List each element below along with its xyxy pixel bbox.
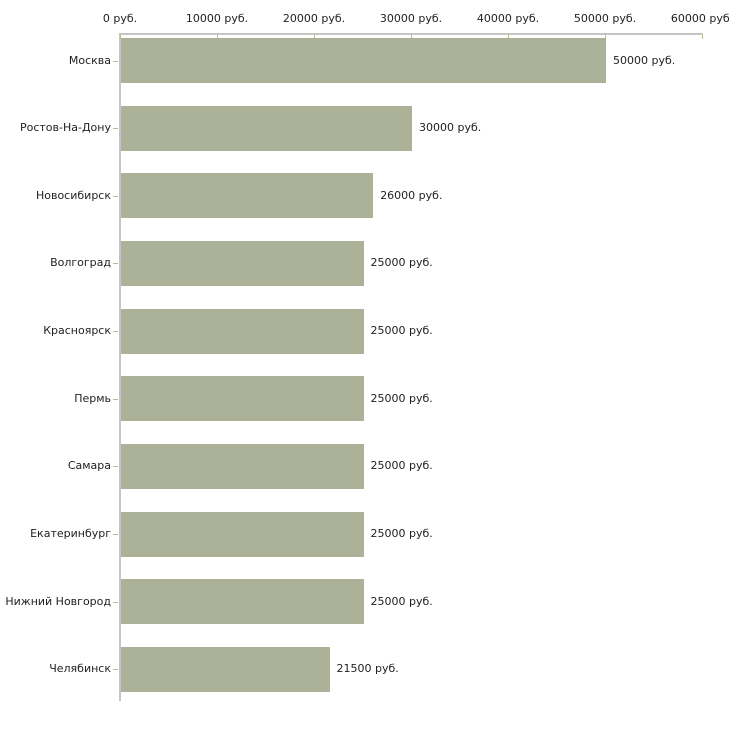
category-label: Нижний Новгород [5,594,111,608]
bar [121,38,606,83]
x-axis-tick-label: 60000 руб. [670,12,730,25]
value-label: 25000 руб. [370,459,433,473]
bar [121,443,364,489]
category-label: Челябинск [49,662,111,676]
y-axis-tick-mark [113,399,118,400]
value-label: 21500 руб. [336,662,399,676]
x-axis-tick-mark [217,35,218,39]
y-axis-line [119,33,121,701]
category-label: Волгоград [50,256,111,270]
value-label: 26000 руб. [380,188,443,202]
y-axis-tick-mark [113,534,118,535]
y-axis-tick-mark [113,128,118,129]
category-label: Ростов-На-Дону [19,121,111,135]
x-axis-tick-label: 30000 руб. [379,12,443,25]
y-axis-tick-mark [113,263,118,264]
x-axis-tick-mark [411,35,412,39]
x-axis-tick-label: 20000 руб. [282,12,346,25]
x-axis-tick-label: 40000 руб. [476,12,540,25]
x-axis-tick-mark [702,35,703,39]
category-label: Москва [68,53,111,67]
bar [121,511,364,557]
y-axis-tick-mark [113,466,118,467]
category-label: Пермь [74,391,111,405]
x-axis-tick-mark [508,35,509,39]
bar [121,579,364,625]
y-axis-tick-mark [113,196,118,197]
x-axis-tick-mark [605,35,606,39]
bar [121,105,412,151]
category-label: Красноярск [43,324,111,338]
value-label: 25000 руб. [370,324,433,338]
y-axis-tick-mark [113,331,118,332]
x-axis-tick-mark [120,35,121,39]
x-axis-tick-label: 10000 руб. [185,12,249,25]
category-label: Екатеринбург [30,527,111,541]
x-axis-tick-mark [314,35,315,39]
value-label: 25000 руб. [370,594,433,608]
y-axis-tick-mark [113,61,118,62]
category-label: Самара [67,459,111,473]
value-label: 25000 руб. [370,256,433,270]
bar [121,308,364,354]
y-axis-tick-mark [113,602,118,603]
y-axis-tick-mark [113,669,118,670]
bar [121,646,330,692]
category-label: Новосибирск [35,188,111,202]
value-label: 50000 руб. [613,53,676,67]
x-axis-tick-label: 50000 руб. [573,12,637,25]
x-axis-line [119,33,703,35]
bar [121,376,364,422]
x-axis-tick-label: 0 руб. [102,12,138,25]
bar [121,240,364,286]
value-label: 30000 руб. [419,121,482,135]
bar [121,173,374,219]
value-label: 25000 руб. [370,391,433,405]
value-label: 25000 руб. [370,527,433,541]
